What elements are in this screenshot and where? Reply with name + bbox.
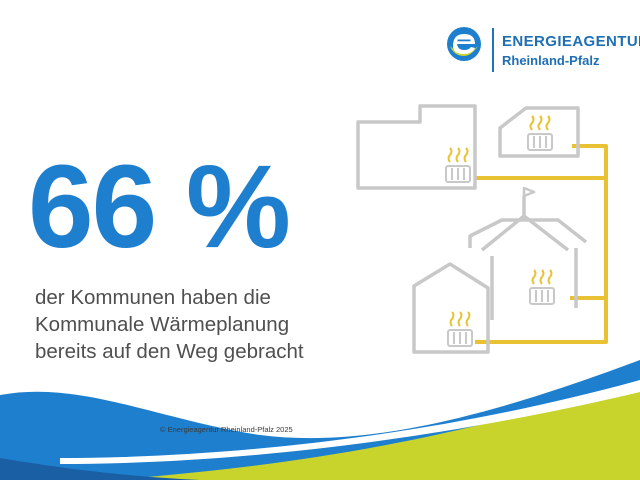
heat-waves-icon: [531, 269, 553, 285]
logo-title: ENERGIEAGENTUR: [502, 33, 640, 50]
stat-description: der Kommunen haben die Kommunale Wärmepl…: [35, 284, 365, 365]
stat-percentage: 66 %: [28, 141, 291, 273]
stat-description-line: bereits auf den Weg gebracht: [35, 340, 304, 363]
radiator-icon: [529, 269, 555, 305]
radiator-icon: [445, 147, 471, 183]
radiator-icon: [527, 115, 553, 151]
flag-icon: [522, 186, 536, 198]
heat-pipe-network: [474, 144, 608, 344]
logo-subtitle: Rheinland-Pfalz: [502, 53, 600, 68]
heating-network-illustration: [356, 104, 608, 354]
building-icon: [356, 104, 477, 190]
heat-waves-icon: [449, 311, 471, 327]
house-icon: [412, 262, 490, 354]
energieagentur-logo-icon: [447, 27, 481, 61]
house-icon: [498, 106, 580, 158]
copyright-notice: © Energieagentur Rheinland-Pfalz 2025: [160, 425, 293, 434]
stat-description-line: Kommunale Wärmeplanung: [35, 313, 290, 336]
radiator-icon: [447, 311, 473, 347]
heat-waves-icon: [447, 147, 469, 163]
logo-divider: [492, 28, 494, 72]
stat-description-line: der Kommunen haben die: [35, 286, 271, 309]
heat-waves-icon: [529, 115, 551, 131]
brand-logo: ENERGIEAGENTUR Rheinland-Pfalz: [446, 26, 640, 78]
footer-wave-decoration: [0, 360, 640, 480]
school-building-icon: [468, 196, 588, 320]
